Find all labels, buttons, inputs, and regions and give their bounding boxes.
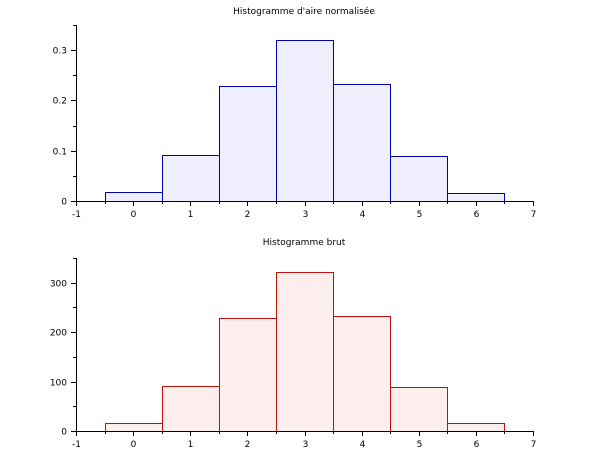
x-tick-label: 3	[303, 210, 309, 220]
histogram-bar	[162, 386, 220, 432]
x-tick-label: 6	[474, 210, 480, 220]
histogram-bar	[105, 192, 163, 202]
y-tick-label: 200	[50, 329, 67, 339]
x-tick-label: 7	[531, 210, 537, 220]
y-tick-label: 0	[61, 428, 67, 438]
x-tick-label: 2	[245, 210, 251, 220]
histogram-raw-chart: Histogramme brut -1 0 1 2 3 4 5 6 7 0 100 200 300	[50, 238, 537, 450]
histogram-bar	[276, 272, 334, 432]
x-tick-label: -1	[72, 440, 81, 450]
histogram-bar	[105, 423, 163, 432]
bars-group	[105, 40, 505, 202]
histogram-bar	[219, 318, 277, 432]
x-tick-label: -1	[72, 210, 81, 220]
x-tick-label: 3	[303, 440, 309, 450]
x-tick-label: 0	[131, 440, 137, 450]
y-tick-label: 0.2	[53, 97, 67, 107]
x-tick-label: 1	[188, 210, 194, 220]
y-tick-label: 0	[61, 198, 67, 208]
x-tick-label: 0	[131, 210, 137, 220]
histogram-bar	[219, 86, 277, 202]
x-tick-label: 2	[245, 440, 251, 450]
histogram-bar	[333, 84, 391, 202]
y-tick-label: 0.3	[53, 47, 67, 57]
x-tick-label: 5	[417, 440, 423, 450]
histogram-bar	[447, 193, 505, 202]
x-tick-label: 4	[360, 440, 366, 450]
x-tick-label: 1	[188, 440, 194, 450]
y-tick-label: 0.1	[53, 148, 67, 158]
histogram-bar	[390, 387, 448, 432]
y-tick-label: 100	[50, 379, 67, 389]
histogram-normalized-chart: Histogramme d'aire normalisée -1 0 1 2 3 4 5 6 7…	[53, 6, 537, 220]
y-tick-label: 300	[50, 280, 67, 290]
x-tick-label: 4	[360, 210, 366, 220]
bars-group	[105, 272, 505, 432]
x-tick-label: 7	[531, 440, 537, 450]
x-tick-label: 6	[474, 440, 480, 450]
histogram-bar	[447, 423, 505, 432]
chart-title: Histogramme brut	[263, 238, 346, 248]
histogram-bar	[390, 156, 448, 202]
histogram-bar	[333, 316, 391, 432]
x-tick-label: 5	[417, 210, 423, 220]
histogram-bar	[276, 40, 334, 202]
chart-title: Histogramme d'aire normalisée	[233, 6, 375, 17]
axes-group: -1 0 1 2 3 4 5 6 7 0 100 200 300	[50, 258, 537, 450]
axes-group: -1 0 1 2 3 4 5 6 7 0 0.1 0.2 0.3	[53, 25, 537, 220]
histogram-bar	[162, 155, 220, 202]
